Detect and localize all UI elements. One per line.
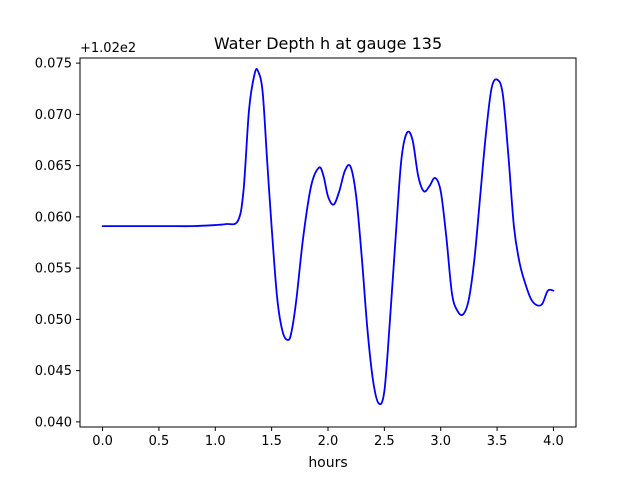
- x-tick-label: 1.0: [205, 434, 226, 449]
- x-tick-label: 0.0: [92, 434, 113, 449]
- x-tick-label: 0.5: [149, 434, 170, 449]
- y-tick-label: 0.040: [35, 415, 72, 430]
- x-tick-label: 1.5: [261, 434, 282, 449]
- y-tick-label: 0.045: [35, 364, 72, 379]
- x-tick-label: 2.5: [374, 434, 395, 449]
- y-tick-label: 0.075: [35, 57, 72, 72]
- series-line-0: [101, 67, 555, 406]
- y-tick-label: 0.065: [35, 159, 72, 174]
- y-tick-label: 0.060: [35, 210, 72, 225]
- x-axis-label: hours: [308, 455, 347, 471]
- y-axis-offset-label: +1.02e2: [80, 41, 136, 56]
- y-tick-label: 0.070: [35, 108, 72, 123]
- x-tick-label: 3.5: [487, 434, 508, 449]
- x-tick-label: 4.0: [543, 434, 564, 449]
- x-axis-ticks: 0.0 0.5 1.0 1.5 2.0 2.5 3.0 3.5 4.0: [92, 427, 564, 449]
- y-tick-label: 0.050: [35, 313, 72, 328]
- x-tick-label: 2.0: [318, 434, 339, 449]
- y-tick-label: 0.055: [35, 262, 72, 277]
- chart-title: Water Depth h at gauge 135: [214, 34, 442, 53]
- x-tick-label: 3.0: [430, 434, 451, 449]
- y-axis-ticks: 0.040 0.045 0.050 0.055 0.060 0.065 0.070 0.075: [35, 57, 80, 430]
